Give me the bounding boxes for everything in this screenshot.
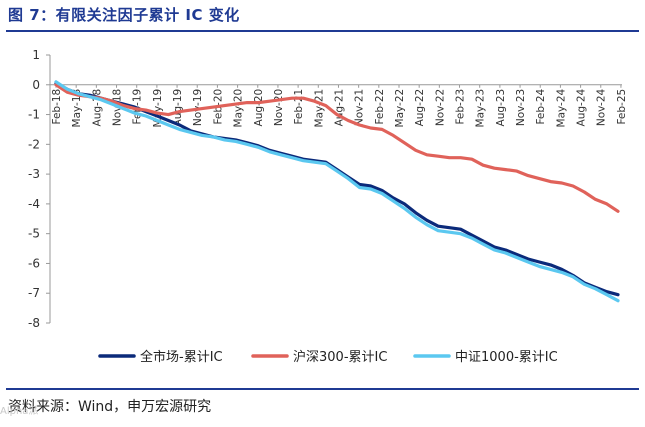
x-tick-label: Nov-22 (434, 89, 446, 126)
legend-label-0: 全市场-累计IC (140, 349, 223, 365)
y-axis: 1 0 -1 -2 -3 -4 -5 -6 -7 -8 (28, 48, 51, 330)
y-tick-label: 1 (32, 48, 40, 62)
x-tick-label: May-23 (475, 89, 487, 128)
y-tick-label: -2 (28, 137, 40, 151)
y-tick-label: -6 (28, 256, 40, 270)
chart-title: 图 7：有限关注因子累计 IC 变化 (8, 6, 240, 24)
x-axis: Feb-18 May-18 Aug-18 Nov-18 Feb-19 May-19 Aug-… (50, 84, 628, 128)
y-tick-label: -5 (28, 227, 40, 241)
x-tick-label: May-18 (71, 89, 83, 128)
legend-label-1: 沪深300-累计IC (293, 349, 387, 365)
line-chart: 1 0 -1 -2 -3 -4 -5 -6 -7 -8 Feb-18 May-18 Aug-18 Nov… (28, 48, 628, 365)
x-tick-label: May-24 (555, 88, 567, 127)
x-tick-label: Nov-19 (192, 89, 204, 126)
x-tick-label: May-20 (233, 89, 245, 128)
x-tick-label: May-21 (313, 89, 325, 128)
x-tick-label: Nov-21 (354, 89, 366, 126)
x-tick-label: Aug-21 (333, 89, 345, 127)
y-tick-label: -8 (28, 316, 40, 330)
title-rule (6, 30, 639, 32)
y-tick-label: -3 (28, 167, 40, 181)
x-tick-label: Nov-20 (273, 89, 285, 126)
x-tick-label: Feb-21 (293, 89, 305, 125)
x-tick-label: Aug-18 (91, 89, 103, 127)
legend-label-2: 中证1000-累计IC (455, 350, 558, 365)
x-tick-label: Aug-22 (414, 89, 426, 127)
y-tick-label: 0 (32, 78, 40, 92)
y-tick-label: -1 (28, 108, 40, 122)
legend: 全市场-累计IC 沪深300-累计IC 中证1000-累计IC (98, 349, 558, 365)
series-lines (54, 80, 620, 303)
x-tick-label: Feb-23 (455, 89, 467, 125)
series-line-1 (54, 83, 620, 213)
x-tick-label: Nov-24 (596, 88, 608, 126)
y-tick-label: -7 (28, 286, 40, 300)
x-tick-label: Aug-20 (253, 89, 265, 127)
x-tick-label: Feb-22 (374, 89, 386, 125)
footer-rule (6, 388, 639, 390)
watermark: Alpha派 (0, 406, 39, 417)
x-tick-label: Feb-18 (51, 89, 63, 125)
x-tick-label: Feb-24 (535, 88, 547, 124)
x-tick-label: Aug-19 (172, 89, 184, 127)
y-tick-label: -4 (28, 197, 40, 211)
x-tick-label: Aug-24 (576, 88, 588, 126)
series-line-2 (54, 80, 620, 303)
x-tick-label: Aug-23 (495, 89, 507, 127)
x-tick-label: May-22 (394, 89, 406, 128)
source-note: 资料来源：Wind，申万宏源研究 (8, 399, 212, 415)
x-tick-label: Nov-23 (515, 89, 527, 126)
x-tick-label: Feb-25 (616, 89, 628, 125)
